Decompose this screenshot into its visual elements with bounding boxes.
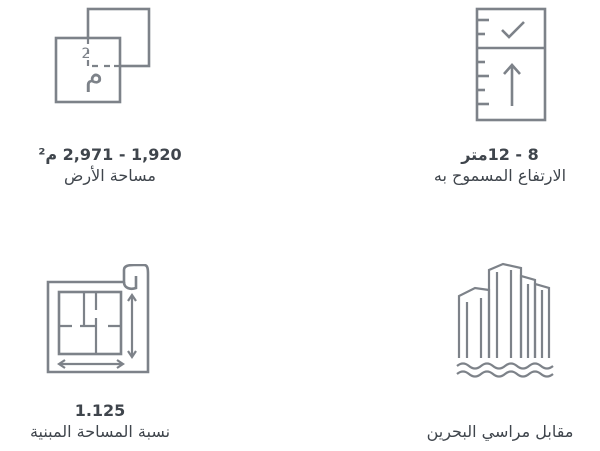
- location-label: مقابل مراسي البحرين: [426, 422, 574, 441]
- height-value: 8 - 12متر: [461, 145, 539, 164]
- built-ratio-label: نسبة المساحة المبنية: [29, 422, 171, 441]
- land-area-icon-sup: 2: [82, 46, 91, 62]
- buildings-water-icon: [455, 262, 555, 382]
- land-area-label: مساحة الأرض: [64, 166, 156, 185]
- built-ratio-caption: 1.125 نسبة المساحة المبنية: [0, 401, 200, 443]
- location-caption: مقابل مراسي البحرين: [400, 421, 600, 443]
- land-area-icon: م 2: [52, 6, 154, 106]
- height-caption: 8 - 12متر الارتفاع المسموح به: [400, 145, 600, 187]
- land-area-caption: 1,920 - 2,971 م² مساحة الأرض: [10, 145, 210, 187]
- height-label: الارتفاع المسموح به: [433, 166, 567, 185]
- land-area-icon-letter: م: [85, 58, 104, 93]
- floor-plan-icon: [44, 264, 154, 378]
- land-area-value: 1,920 - 2,971 م²: [38, 145, 182, 164]
- height-ruler-icon: [473, 6, 549, 124]
- built-ratio-value: 1.125: [74, 401, 126, 420]
